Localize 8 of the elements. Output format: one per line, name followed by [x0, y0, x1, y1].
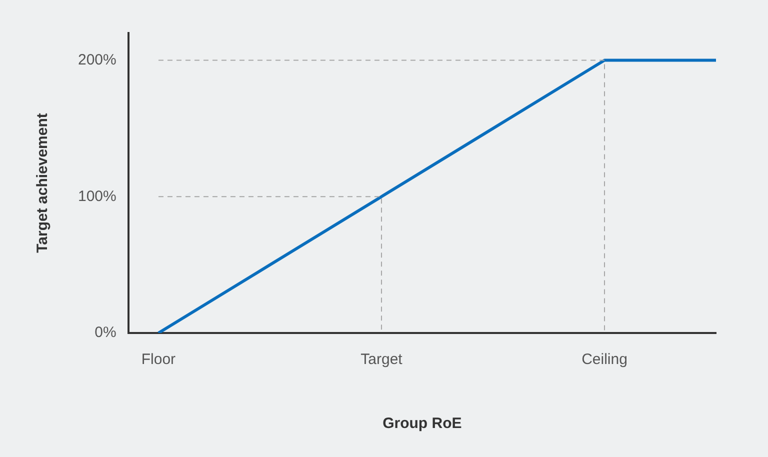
x-tick-label: Floor: [141, 351, 176, 368]
y-tick-label: 200%: [78, 51, 116, 68]
x-tick-label: Target: [360, 351, 404, 368]
y-axis-title: Target achievement: [34, 113, 52, 253]
x-tick-label: Ceiling: [582, 351, 628, 368]
x-axis-title: Group RoE: [382, 415, 462, 432]
y-tick-label: 100%: [78, 188, 116, 205]
y-tick-label: 0%: [94, 324, 116, 342]
